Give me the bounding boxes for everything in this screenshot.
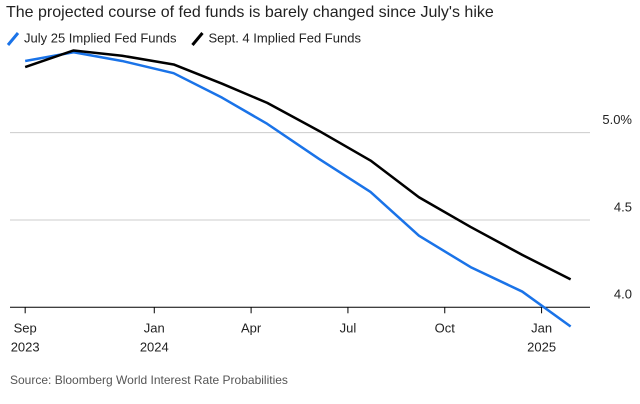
series-line xyxy=(24,50,572,328)
x-tick-year: 2024 xyxy=(140,339,169,354)
legend-swatch xyxy=(191,32,204,46)
x-tick-label: Apr xyxy=(241,320,262,335)
x-tick-label: Oct xyxy=(435,320,456,335)
x-tick-label: Jan xyxy=(531,320,552,335)
x-tick-label: Sep xyxy=(14,320,37,335)
chart-title: The projected course of fed funds is bar… xyxy=(6,4,494,21)
y-tick-label: 4.5 xyxy=(614,199,632,214)
x-tick-label: Jul xyxy=(340,320,357,335)
y-tick-label: 5.0% xyxy=(602,112,632,127)
source: Source: Bloomberg World Interest Rate Pr… xyxy=(10,373,288,387)
legend-swatch xyxy=(6,32,20,46)
x-tick-year: 2023 xyxy=(11,339,40,354)
series-line xyxy=(24,49,572,281)
x-tick-year: 2025 xyxy=(527,339,556,354)
y-tick-label: 4.0 xyxy=(614,287,632,302)
legend-label: Sept. 4 Implied Fed Funds xyxy=(208,30,361,45)
x-tick-label: Jan xyxy=(144,320,165,335)
legend-label: July 25 Implied Fed Funds xyxy=(24,30,177,45)
